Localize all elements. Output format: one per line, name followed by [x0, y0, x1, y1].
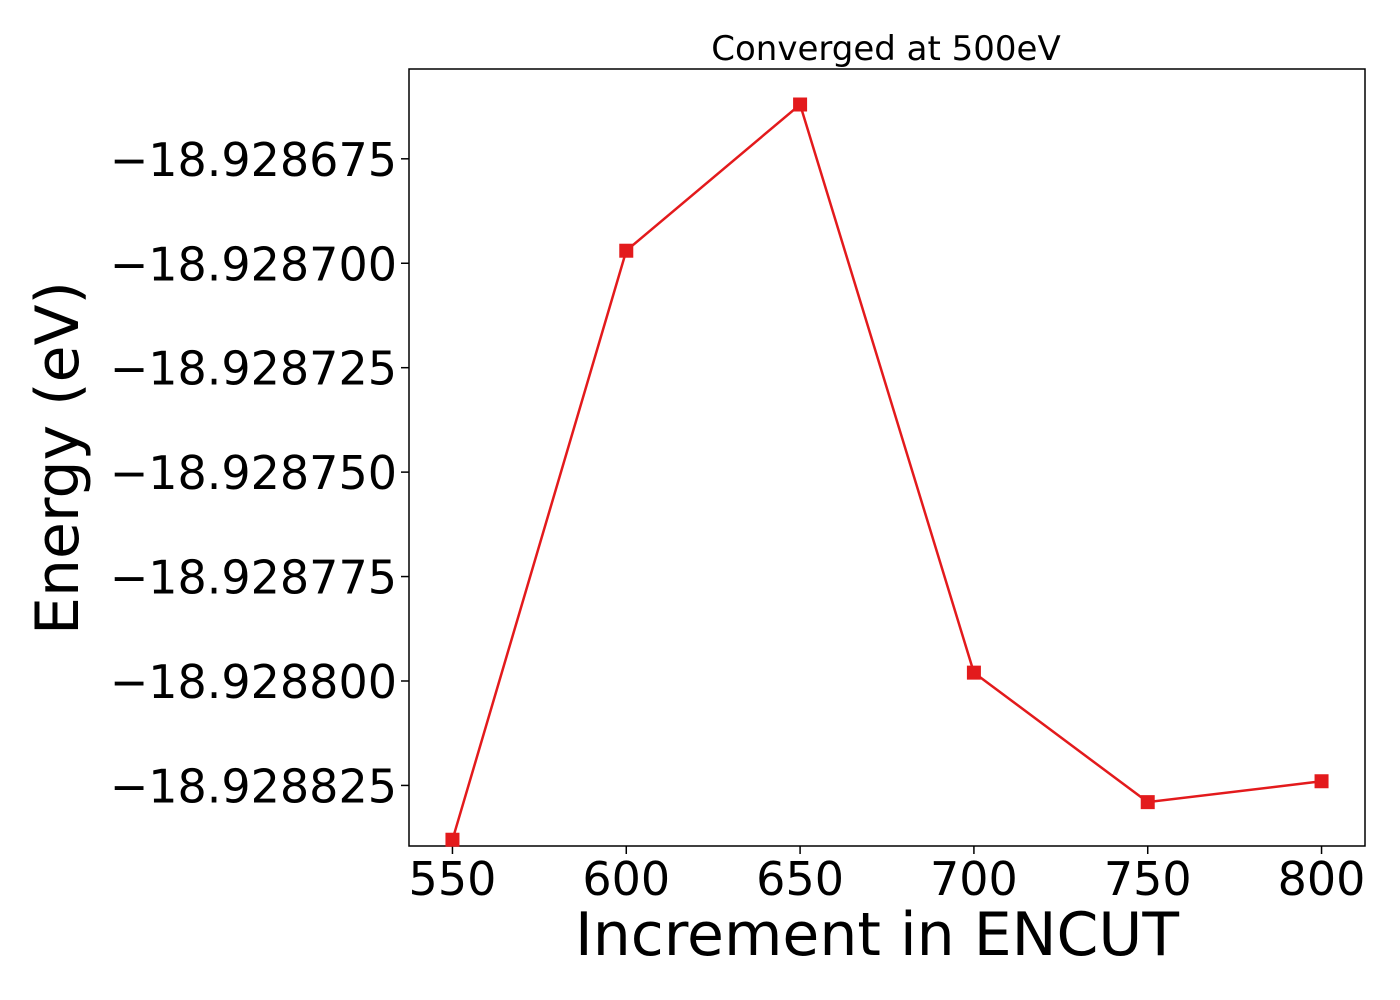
y-tick-label: −18.928825 [110, 759, 397, 813]
x-tick-label: 600 [582, 852, 670, 906]
data-point-marker [1314, 774, 1329, 789]
y-tick-label: −18.928750 [110, 446, 397, 500]
y-tick-label: −18.928725 [110, 342, 397, 396]
chart-title: Converged at 500eV [711, 29, 1060, 69]
data-point-marker [445, 832, 460, 847]
x-tick-label: 550 [409, 852, 497, 906]
y-axis: −18.928675 −18.928700 −18.928725 −18.928750… [110, 133, 409, 813]
x-tick-label: 700 [930, 852, 1018, 906]
y-tick-label: −18.928800 [110, 655, 397, 709]
x-tick-label: 650 [756, 852, 844, 906]
plot-area [408, 68, 1366, 847]
y-tick-label: −18.928700 [110, 237, 397, 291]
x-tick-label: 750 [1104, 852, 1192, 906]
y-axis-label: Energy (eV) [23, 281, 93, 635]
y-tick-label: −18.928675 [110, 133, 397, 187]
x-tick-label: 800 [1278, 852, 1366, 906]
x-axis: 550 600 650 700 750 800 [409, 846, 1366, 906]
y-tick-label: −18.928775 [110, 551, 397, 605]
data-point-marker [1140, 795, 1155, 810]
data-point-marker [793, 97, 808, 112]
series-layer [445, 97, 1329, 847]
x-axis-label: Increment in ENCUT [575, 900, 1179, 970]
series-line [451, 102, 1322, 841]
data-point-marker [619, 243, 634, 258]
data-point-marker [966, 665, 981, 680]
